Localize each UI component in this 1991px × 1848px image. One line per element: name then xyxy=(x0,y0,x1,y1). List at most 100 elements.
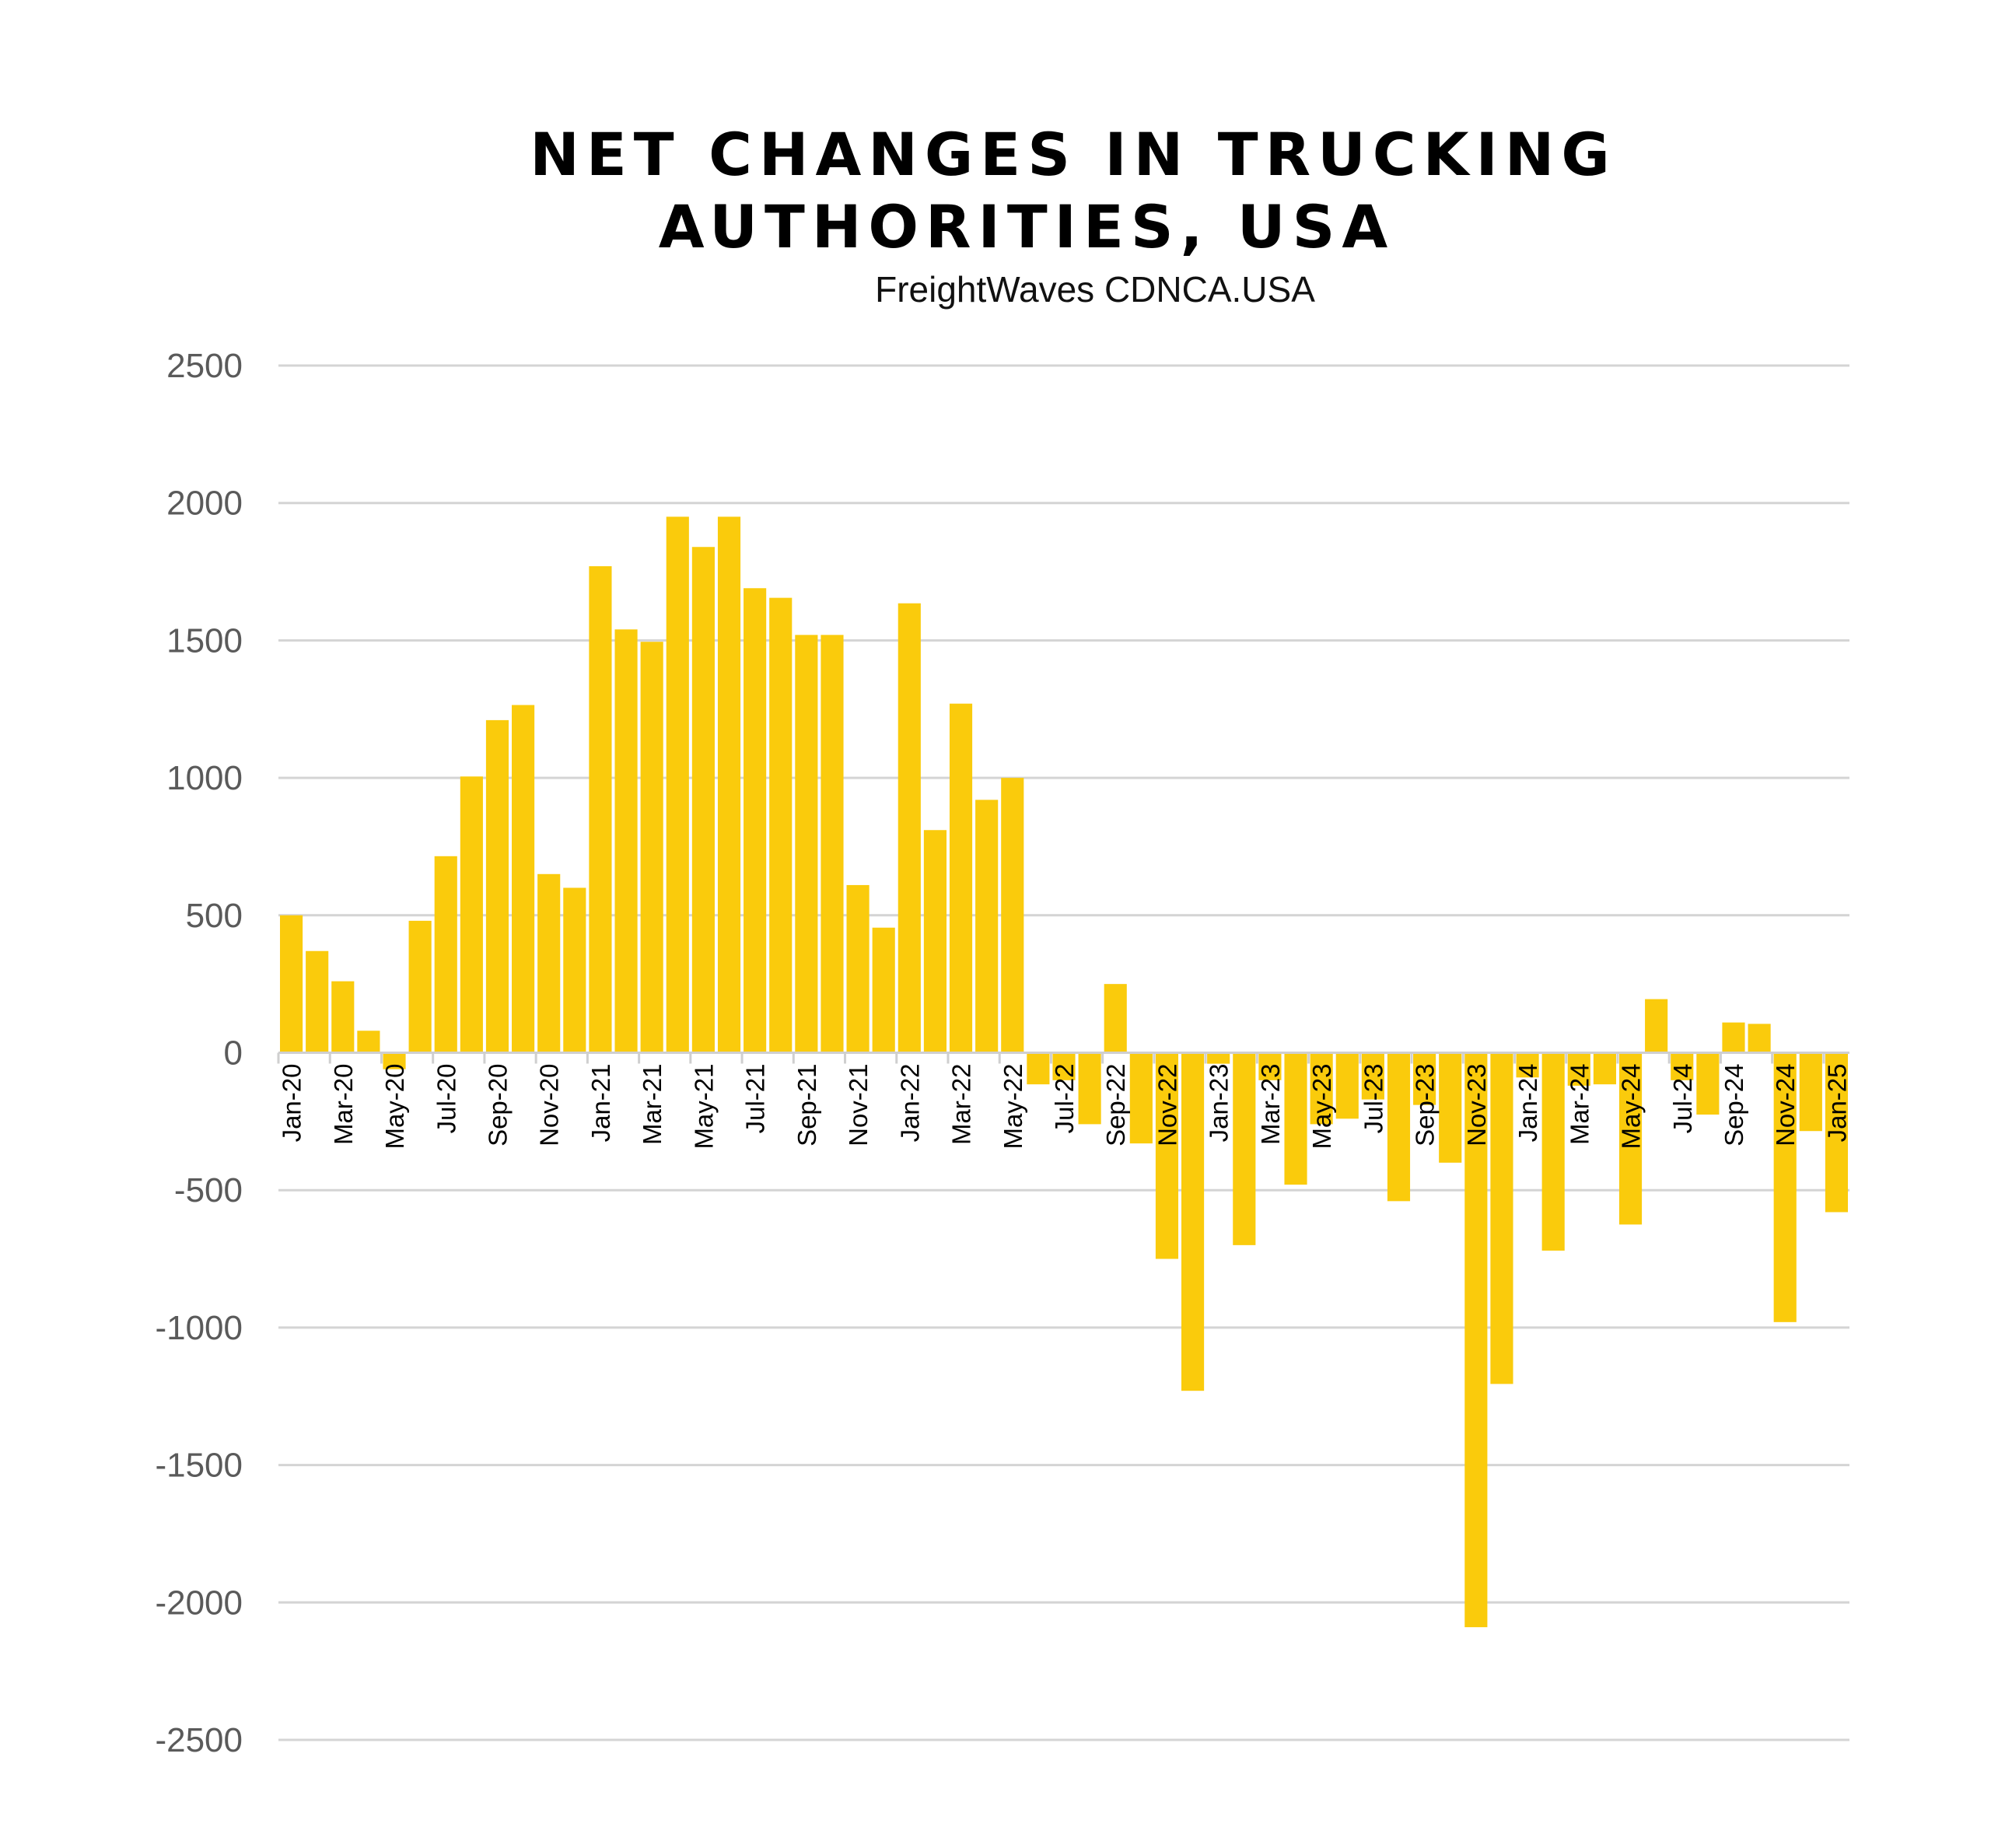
y-tick-label: -1000 xyxy=(155,1309,243,1347)
bar-aug-24 xyxy=(1696,1052,1720,1115)
bar-jun-22 xyxy=(1027,1052,1050,1085)
x-tick-label: Nov-21 xyxy=(844,1064,873,1146)
x-tick-label: Nov-24 xyxy=(1771,1064,1800,1146)
bar-aug-20 xyxy=(460,776,483,1053)
bar-oct-23 xyxy=(1439,1052,1462,1163)
bar-apr-24 xyxy=(1593,1052,1616,1085)
x-tick-label: Mar-23 xyxy=(1256,1064,1285,1146)
bar-dec-22 xyxy=(1181,1052,1205,1391)
bar-jul-22 xyxy=(1052,1052,1076,1080)
x-tick-label: Sep-21 xyxy=(793,1064,821,1146)
bar-dec-24 xyxy=(1799,1052,1822,1132)
gridlines xyxy=(278,364,1849,1741)
bar-aug-22 xyxy=(1078,1052,1101,1125)
bar-sep-24 xyxy=(1722,1022,1745,1053)
bar-nov-22 xyxy=(1155,1052,1179,1259)
x-tick-label: Jan-24 xyxy=(1513,1063,1542,1142)
bar-apr-23 xyxy=(1284,1052,1307,1185)
bar-mar-22 xyxy=(949,703,973,1053)
x-tick-label: Jul-23 xyxy=(1359,1064,1387,1134)
bar-jul-21 xyxy=(744,588,767,1053)
y-tick-label: -2000 xyxy=(155,1584,243,1622)
bar-feb-22 xyxy=(923,830,947,1053)
bar-nov-21 xyxy=(846,884,870,1053)
bar-apr-20 xyxy=(357,1031,380,1053)
bar-jan-22 xyxy=(898,603,921,1053)
bar-oct-20 xyxy=(512,705,535,1053)
x-tick-label: Mar-20 xyxy=(329,1064,358,1146)
bar-mar-23 xyxy=(1258,1052,1282,1080)
chart-subtitle: FreightWaves CDNCA.USA xyxy=(875,269,1315,310)
x-tick-label: Jul-20 xyxy=(432,1064,460,1134)
bar-apr-22 xyxy=(975,800,999,1053)
bar-jul-24 xyxy=(1671,1052,1694,1080)
bar-apr-21 xyxy=(666,516,689,1053)
bar-jun-21 xyxy=(717,516,741,1053)
bar-oct-22 xyxy=(1129,1052,1153,1144)
zero-axis xyxy=(277,1052,1849,1064)
x-tick-label: Sep-22 xyxy=(1101,1064,1130,1146)
bar-sep-22 xyxy=(1104,984,1127,1053)
x-tick-label: Mar-24 xyxy=(1565,1064,1594,1146)
bar-sep-21 xyxy=(795,635,818,1053)
y-tick-label: -1500 xyxy=(155,1447,243,1485)
x-tick-label: Nov-20 xyxy=(535,1064,564,1146)
bar-mar-24 xyxy=(1567,1052,1590,1086)
x-tick-label: May-20 xyxy=(380,1064,409,1150)
bar-nov-20 xyxy=(537,873,561,1053)
bar-may-20 xyxy=(383,1052,406,1069)
bar-jun-24 xyxy=(1645,999,1668,1053)
chart-title-line-1: NET CHANGES IN TRUCKING xyxy=(530,120,1616,189)
bar-may-24 xyxy=(1618,1052,1643,1225)
x-tick-label: Jan-20 xyxy=(278,1064,306,1143)
bar-dec-21 xyxy=(872,927,895,1053)
x-tick-label: Mar-22 xyxy=(947,1064,976,1146)
x-tick-label: Jan-25 xyxy=(1822,1064,1851,1143)
bar-oct-21 xyxy=(821,635,844,1053)
bar-jul-23 xyxy=(1361,1052,1384,1100)
bar-nov-24 xyxy=(1773,1052,1797,1322)
bar-jan-25 xyxy=(1825,1052,1849,1213)
bar-jun-23 xyxy=(1335,1052,1359,1119)
x-tick-label: Jul-24 xyxy=(1668,1064,1697,1134)
y-tick-label: -500 xyxy=(174,1171,243,1209)
bar-feb-20 xyxy=(306,950,329,1053)
y-tick-label: -2500 xyxy=(155,1721,243,1759)
y-axis-tick-labels: 2500 2000 1500 1000 500 0 -500 -1000 -1500 -2000 -… xyxy=(155,347,243,1759)
x-tick-label: Jan-23 xyxy=(1205,1064,1233,1143)
x-tick-label: Jul-21 xyxy=(741,1064,770,1134)
y-tick-label: 2000 xyxy=(166,485,243,523)
bar-may-21 xyxy=(691,547,715,1053)
x-tick-label: Jan-22 xyxy=(895,1064,924,1143)
bar-feb-24 xyxy=(1541,1052,1565,1251)
bar-sep-20 xyxy=(485,719,509,1053)
bar-sep-23 xyxy=(1413,1052,1436,1105)
bar-jul-20 xyxy=(434,856,457,1053)
chart-title-line-2: AUTHORITIES, USA xyxy=(659,192,1394,261)
bar-aug-21 xyxy=(769,597,793,1053)
x-axis-tick-labels: Jan-20 Mar-20 May-20 Jul-20 Sep-20 Nov-20 Jan-… xyxy=(278,1063,1852,1149)
bars xyxy=(279,516,1849,1628)
x-tick-label: Nov-22 xyxy=(1153,1064,1181,1146)
x-tick-label: May-21 xyxy=(689,1064,718,1150)
x-tick-label: May-22 xyxy=(999,1064,1027,1150)
y-tick-label: 500 xyxy=(186,897,243,935)
bar-dec-20 xyxy=(563,887,586,1053)
bar-nov-23 xyxy=(1464,1052,1488,1628)
x-tick-label: Mar-21 xyxy=(638,1064,667,1146)
bar-jan-21 xyxy=(589,565,612,1053)
bar-may-23 xyxy=(1310,1052,1333,1125)
x-tick-label: Sep-24 xyxy=(1720,1064,1748,1146)
x-tick-label: Sep-20 xyxy=(483,1064,512,1146)
bar-feb-21 xyxy=(614,629,638,1053)
bar-may-22 xyxy=(1001,778,1024,1053)
x-tick-label: Jan-21 xyxy=(586,1064,615,1143)
bar-dec-23 xyxy=(1490,1052,1513,1384)
x-tick-label: Jul-22 xyxy=(1050,1064,1079,1134)
y-tick-label: 1500 xyxy=(166,621,243,660)
x-tick-label: May-24 xyxy=(1617,1064,1646,1150)
bar-jan-24 xyxy=(1516,1052,1539,1078)
bar-mar-20 xyxy=(331,981,355,1053)
y-tick-label: 0 xyxy=(224,1034,243,1073)
